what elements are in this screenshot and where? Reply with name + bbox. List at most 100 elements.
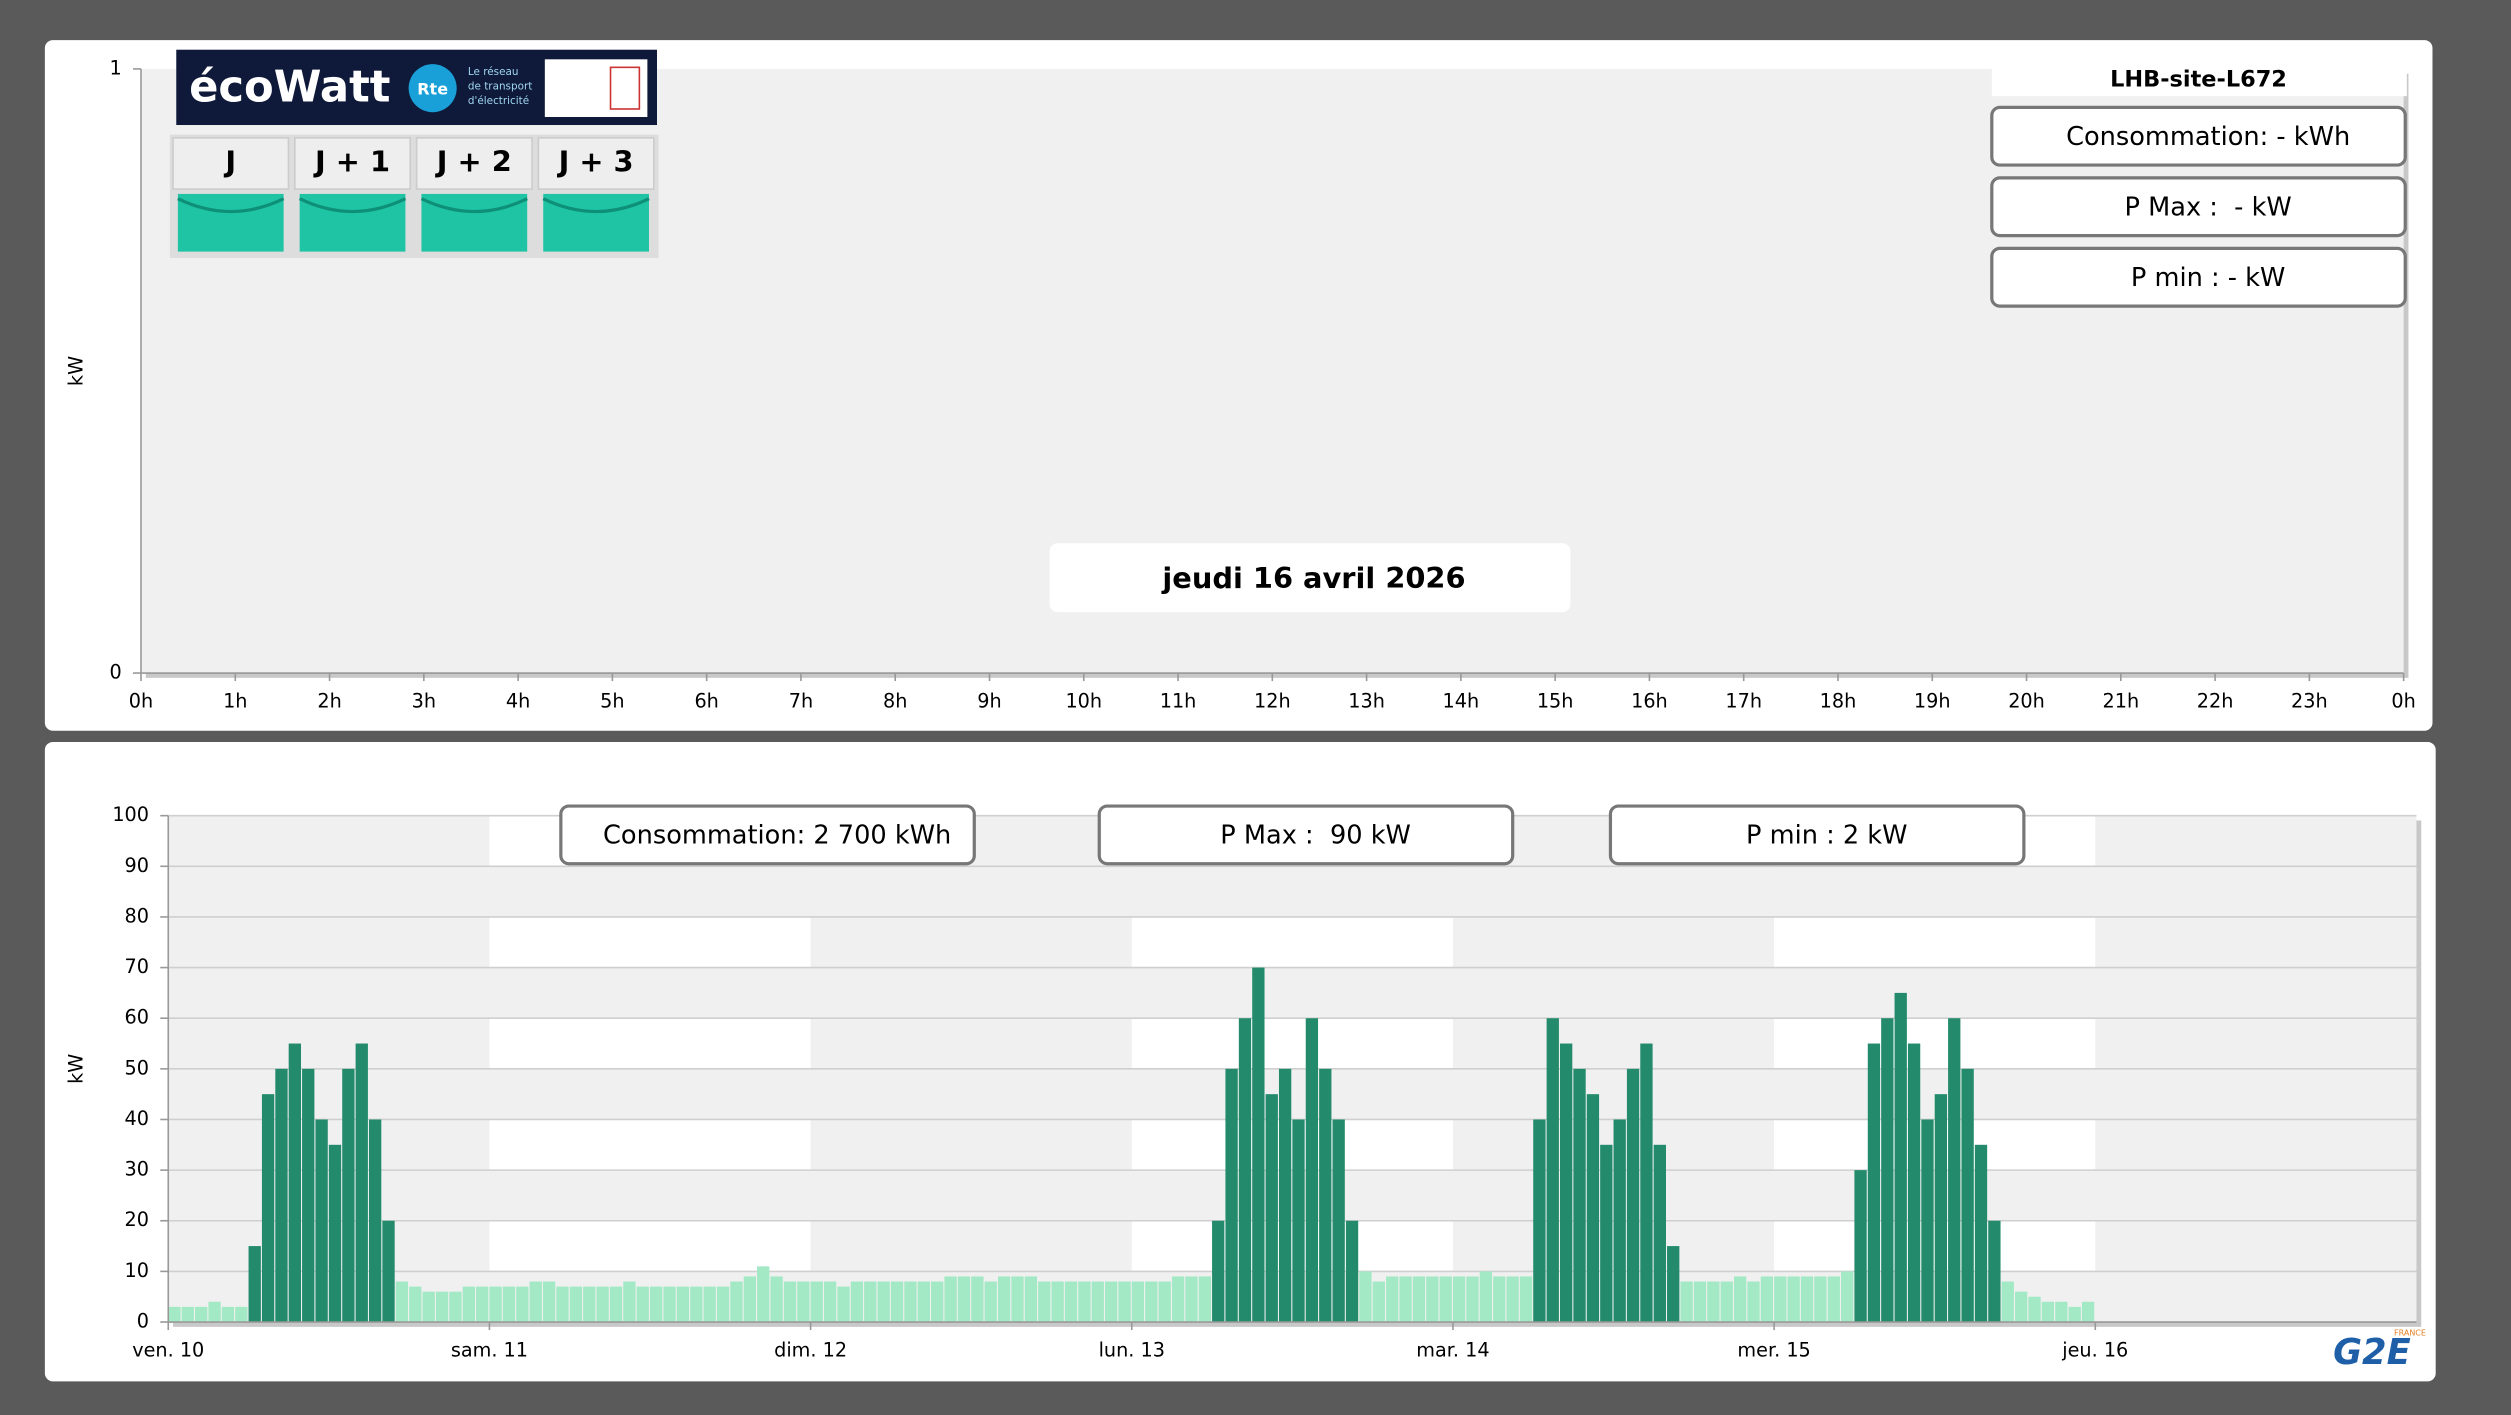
- y-tick-label: 0: [110, 661, 122, 684]
- bar: [315, 1119, 328, 1323]
- x-tick-label: 10h: [1065, 689, 1102, 712]
- bar: [422, 1291, 435, 1323]
- info-box: [1990, 176, 2407, 238]
- day-tile: [537, 137, 655, 190]
- bar: [1011, 1276, 1024, 1323]
- bar: [1319, 1068, 1332, 1323]
- bar: [1305, 1018, 1319, 1323]
- bar: [663, 1286, 676, 1323]
- bar: [864, 1281, 877, 1323]
- bar: [1452, 1276, 1466, 1323]
- day-tile: [415, 137, 533, 190]
- bar: [1693, 1281, 1707, 1323]
- bar: [181, 1306, 194, 1323]
- y-tick-label: 30: [125, 1158, 149, 1181]
- bar: [1359, 1271, 1372, 1323]
- bar: [890, 1281, 904, 1323]
- bar: [2068, 1306, 2081, 1323]
- logo-country: FRANCE: [2394, 1329, 2426, 1338]
- bar: [1091, 1281, 1104, 1323]
- x-tick-label: mar. 14: [1416, 1338, 1489, 1361]
- bar: [1386, 1276, 1399, 1323]
- bar: [489, 1286, 502, 1323]
- bar: [435, 1291, 449, 1323]
- bar: [1613, 1119, 1626, 1323]
- rte-text: d'électricité: [468, 95, 529, 107]
- info-text: Consommation: - kWh: [2066, 122, 2350, 152]
- x-tick-label: 12h: [1254, 689, 1291, 712]
- info-text: Consommation: 2 700 kWh: [603, 820, 951, 850]
- bar: [261, 1094, 275, 1323]
- band: [489, 1119, 811, 1171]
- bar: [1278, 1068, 1292, 1323]
- bar: [1814, 1276, 1827, 1323]
- bar: [1948, 1018, 1961, 1323]
- logo: G2E: [2333, 1332, 2411, 1373]
- bar: [1506, 1276, 1519, 1323]
- bar: [1519, 1276, 1533, 1323]
- bar: [757, 1266, 770, 1323]
- bar: [1064, 1281, 1078, 1323]
- bar: [1185, 1276, 1198, 1323]
- day-signal: [177, 193, 284, 252]
- info-text: P min : - kW: [2131, 263, 2285, 293]
- site-title: LHB-site-L672: [2110, 67, 2287, 93]
- bar: [1158, 1281, 1171, 1323]
- band: [489, 1220, 811, 1272]
- bar: [1626, 1068, 1640, 1323]
- bar: [971, 1276, 984, 1323]
- bar: [1292, 1119, 1305, 1323]
- bar: [984, 1281, 997, 1323]
- y-tick-label: 70: [125, 955, 149, 978]
- bar: [221, 1306, 235, 1323]
- y-tick-label: 80: [125, 904, 149, 927]
- bar: [917, 1281, 930, 1323]
- bar: [743, 1276, 756, 1323]
- x-tick-label: sam. 11: [451, 1338, 528, 1361]
- bar: [248, 1246, 261, 1323]
- bar: [195, 1306, 208, 1323]
- bar: [944, 1276, 957, 1323]
- y-axis-label: kW: [64, 1054, 87, 1084]
- bar: [1747, 1281, 1760, 1323]
- bar: [1479, 1271, 1493, 1323]
- bar: [1733, 1276, 1747, 1323]
- x-tick-label: 23h: [2291, 689, 2328, 712]
- band: [489, 1018, 811, 1069]
- x-tick-label: 1h: [223, 689, 247, 712]
- bar: [1145, 1281, 1158, 1323]
- bar: [368, 1119, 382, 1323]
- ecowatt-brand: écoWatt: [189, 62, 390, 112]
- bar: [529, 1281, 542, 1323]
- y-tick-label: 40: [125, 1107, 149, 1130]
- x-tick-label: 18h: [1820, 689, 1857, 712]
- bar: [823, 1281, 837, 1323]
- bar: [1600, 1144, 1613, 1323]
- bar: [1198, 1276, 1211, 1323]
- bar: [1131, 1281, 1145, 1323]
- bar: [1238, 1018, 1252, 1323]
- x-tick-label: 22h: [2197, 689, 2234, 712]
- bar: [1078, 1281, 1091, 1323]
- bar: [1881, 1018, 1894, 1323]
- bar: [1533, 1119, 1546, 1323]
- x-tick-label: 3h: [412, 689, 436, 712]
- bar: [931, 1281, 944, 1323]
- bar: [1827, 1276, 1840, 1323]
- day-label: J + 3: [557, 144, 634, 178]
- bar: [1372, 1281, 1385, 1323]
- bar: [650, 1286, 663, 1323]
- bar: [476, 1286, 489, 1323]
- rte-logo: [408, 64, 457, 113]
- y-axis-label: kW: [64, 356, 87, 386]
- bar: [623, 1281, 636, 1323]
- bar: [997, 1276, 1011, 1323]
- x-tick-label: 20h: [2008, 689, 2045, 712]
- bar: [235, 1306, 248, 1323]
- x-tick-label: 19h: [1914, 689, 1951, 712]
- bar: [957, 1276, 971, 1323]
- bar: [449, 1291, 462, 1323]
- bar: [328, 1144, 342, 1323]
- y-tick-label: 20: [125, 1208, 149, 1231]
